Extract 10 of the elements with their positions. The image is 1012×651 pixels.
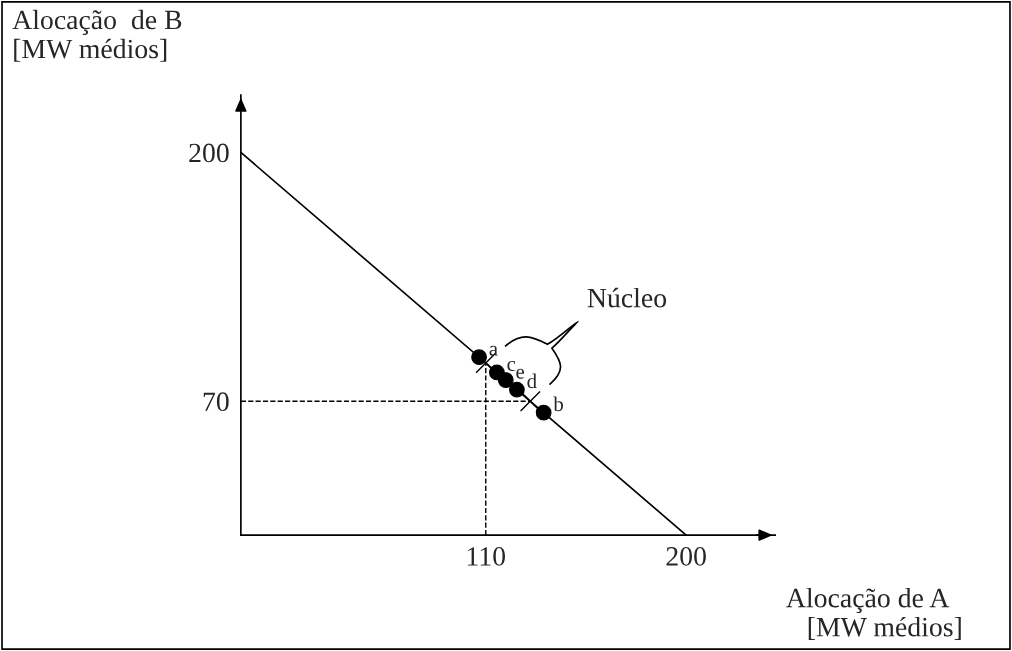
x-axis-title: Alocação de A [MW médios] xyxy=(786,587,961,640)
annotation: b xyxy=(553,396,563,412)
annotation: a xyxy=(489,345,498,356)
y-tick-label: 70 xyxy=(203,392,229,412)
annotation: c xyxy=(507,361,516,372)
x-tick-label: 110 xyxy=(467,547,506,566)
annotation: d xyxy=(527,373,537,389)
y-axis-title: Alocação de B [MW médios] xyxy=(12,9,182,62)
annotation: e xyxy=(516,368,525,379)
annotation: Núcleo xyxy=(587,287,667,308)
